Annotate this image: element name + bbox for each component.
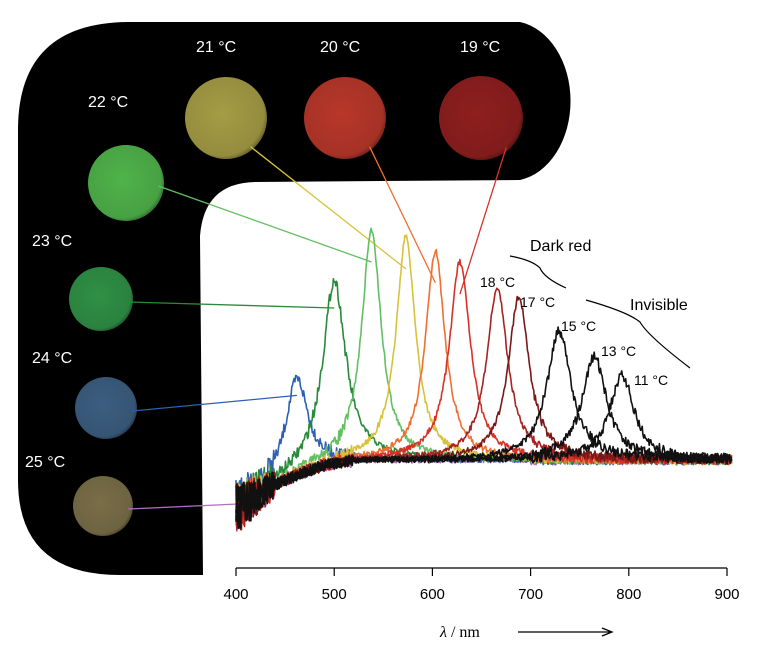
photo-temperature-label: 20 °C [320, 39, 360, 56]
peak-temperature-label: 13 °C [601, 343, 636, 359]
x-tick-label: 900 [714, 586, 739, 603]
sample-photo-20c [304, 77, 386, 159]
leader-line [128, 301, 335, 309]
photo-temperature-label: 23 °C [32, 233, 72, 250]
photo-temperature-label: 22 °C [88, 94, 128, 111]
leader-line [250, 146, 407, 270]
sample-photo-22c [88, 145, 164, 221]
x-tick-label: 600 [420, 586, 445, 603]
peak-temperature-label: 18 °C [480, 274, 515, 290]
spectrum-line-18c [235, 287, 733, 531]
x-tick-label: 400 [223, 586, 248, 603]
sample-photo-24c [75, 377, 137, 439]
leader-lines [128, 146, 507, 510]
sample-photo-19c [439, 76, 523, 160]
annotation-invisible: Invisible [630, 297, 688, 314]
sample-photo-21c [185, 77, 267, 159]
peak-temperature-label: 11 °C [634, 372, 668, 388]
x-axis: 400 500 600 700 800 900 λ / nm [223, 567, 740, 641]
photo-group [69, 76, 523, 536]
photo-temperature-label: 21 °C [196, 39, 236, 56]
sample-photo-25c [73, 476, 133, 536]
sample-photo-23c [69, 267, 133, 331]
photo-temperature-label: 19 °C [460, 39, 500, 56]
spectrum-line-11c [235, 370, 733, 521]
photo-temperature-label: 24 °C [32, 350, 72, 367]
x-tick-label: 500 [322, 586, 347, 603]
peak-temperature-label: 17 °C [520, 294, 555, 310]
leader-line [132, 394, 297, 412]
x-tick-label: 700 [518, 586, 543, 603]
peak-temperature-label: 15 °C [561, 318, 596, 334]
leader-line [128, 503, 238, 510]
axis-arrow [518, 627, 614, 637]
brace-dark-red [509, 255, 567, 289]
x-tick-label: 800 [616, 586, 641, 603]
spectrum-line-20c [235, 248, 733, 529]
leader-line [459, 147, 507, 295]
spectra-curves [235, 227, 733, 532]
annotation-group: Dark red Invisible [509, 238, 691, 369]
brace-invisible [585, 299, 691, 369]
leader-line [369, 146, 436, 283]
photo-temperature-label: 25 °C [25, 454, 65, 471]
spectrum-line-23c [235, 277, 733, 522]
leader-line [158, 185, 372, 263]
temperature-labels: 25 °C 24 °C 23 °C 22 °C 21 °C 20 °C 19 °C 18 °C… [25, 39, 668, 471]
annotation-dark-red: Dark red [530, 238, 591, 255]
x-axis-title: λ / nm [439, 624, 480, 641]
